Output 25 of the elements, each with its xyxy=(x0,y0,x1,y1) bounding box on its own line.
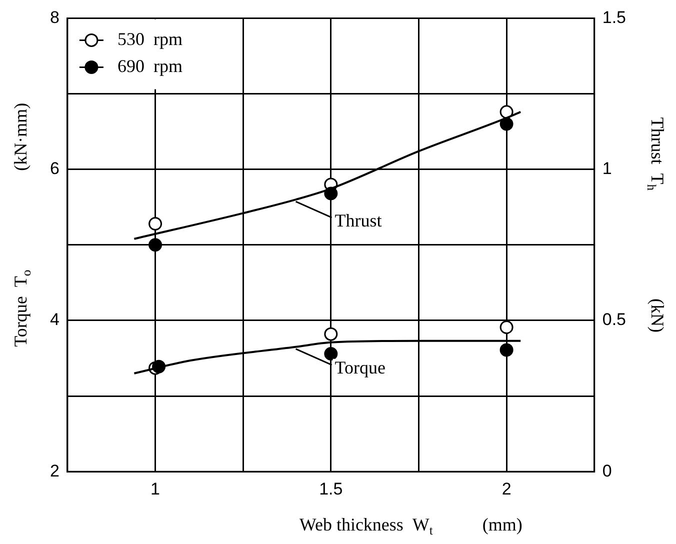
y2-tick-label: 0.5 xyxy=(602,310,626,330)
y-tick-label: 2 xyxy=(50,461,60,480)
point xyxy=(500,343,514,357)
x-tick-label: 2 xyxy=(502,479,512,498)
y2-tick-label: 1.5 xyxy=(602,8,626,27)
legend-label: Thrust xyxy=(334,210,382,230)
point xyxy=(324,327,338,341)
x-tick-label: 1 xyxy=(150,479,160,498)
point xyxy=(500,320,514,334)
text: Thrust Th (kN) xyxy=(644,117,668,333)
point xyxy=(148,238,162,252)
y-tick-label: 6 xyxy=(50,159,60,178)
legend-label: Torque xyxy=(334,358,386,378)
text: Torque To (kN·mm) xyxy=(10,102,34,347)
y2-tick-label: 1 xyxy=(602,159,612,178)
point xyxy=(500,117,514,131)
legend-label: 530 rpm xyxy=(117,28,182,49)
point xyxy=(500,105,514,119)
y2-tick-label: 0 xyxy=(602,461,612,480)
point xyxy=(148,216,162,230)
point xyxy=(324,346,338,360)
x-tick-label: 1.5 xyxy=(319,479,343,498)
y-tick-label: 4 xyxy=(50,310,60,330)
y-tick-label: 8 xyxy=(50,8,60,27)
legend-label: 690 rpm xyxy=(117,56,182,76)
